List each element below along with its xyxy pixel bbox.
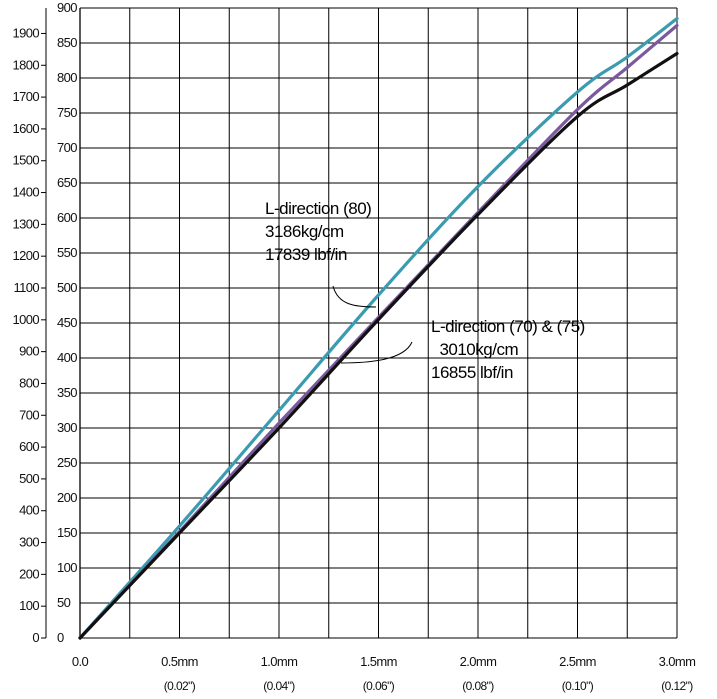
inner-tick-label: 800: [57, 70, 77, 85]
inner-tick-label: 750: [57, 105, 77, 120]
outer-tick-label: 400: [19, 503, 39, 518]
x-tick-label: 1.0mm: [261, 654, 298, 669]
inner-tick-label: 250: [57, 455, 77, 470]
inner-tick-label: 650: [57, 175, 77, 190]
inner-tick-label: 50: [57, 595, 71, 610]
axes: [41, 8, 47, 639]
x-tick-label: 0.5mm: [161, 654, 198, 669]
x-tick-sublabel: (0.04"): [263, 679, 295, 693]
x-tick-label: 2.0mm: [460, 654, 497, 669]
outer-tick-label: 1900: [12, 25, 39, 40]
outer-tick-label: 300: [19, 535, 39, 550]
x-tick-sublabel: (0.02"): [164, 679, 196, 693]
inner-tick-label: 400: [57, 350, 77, 365]
outer-tick-label: 1600: [12, 121, 39, 136]
annotation-1: L-direction (70) & (75) 3010kg/cm 16855 l…: [431, 317, 585, 382]
x-tick-label: 2.5mm: [559, 654, 596, 669]
inner-tick-label: 150: [57, 525, 77, 540]
inner-tick-label: 700: [57, 140, 77, 155]
annotation-line: 3186kg/cm: [265, 222, 344, 241]
x-tick-label: 3.0mm: [659, 654, 696, 669]
inner-tick-label: 350: [57, 385, 77, 400]
outer-tick-label: 1300: [12, 216, 39, 231]
annotations: L-direction (80) 3186kg/cm 17839 lbf/inL-d…: [265, 199, 585, 382]
inner-tick-label: 300: [57, 420, 77, 435]
series-line-0: [78, 16, 679, 640]
outer-tick-label: 800: [19, 375, 39, 390]
x-tick-sublabel: (0.10"): [562, 679, 594, 693]
series-line-2: [78, 51, 679, 640]
outer-tick-label: 500: [19, 471, 39, 486]
outer-tick-label: 1100: [13, 280, 39, 295]
annotation-line: L-direction (80): [265, 199, 371, 218]
outer-tick-label: 1400: [12, 185, 39, 200]
inner-tick-label: 500: [57, 280, 77, 295]
inner-tick-label: 850: [57, 35, 77, 50]
tick-labels: 0100200300400500600700800900100011001200…: [12, 0, 695, 693]
series-lines: [78, 16, 679, 640]
outer-tick-label: 600: [19, 439, 39, 454]
annotation-line: L-direction (70) & (75): [431, 317, 585, 336]
inner-tick-label: 0: [57, 630, 64, 645]
x-tick-label: 1.5mm: [360, 654, 397, 669]
x-tick-sublabel: (0.12"): [661, 679, 693, 693]
outer-tick-label: 1000: [12, 312, 39, 327]
x-tick-sublabel: (0.06"): [363, 679, 395, 693]
annotation-line: 17839 lbf/in: [265, 245, 347, 264]
outer-tick-label: 1700: [12, 89, 39, 104]
x-tick-label: 0.0: [72, 654, 89, 669]
inner-tick-label: 900: [57, 0, 77, 15]
outer-tick-label: 200: [19, 566, 39, 581]
outer-tick-label: 1800: [12, 57, 39, 72]
outer-tick-label: 1500: [12, 153, 39, 168]
inner-tick-label: 200: [57, 490, 77, 505]
inner-tick-label: 100: [57, 560, 77, 575]
annotation-0: L-direction (80) 3186kg/cm 17839 lbf/in: [265, 199, 371, 264]
outer-tick-label: 1200: [12, 248, 39, 263]
inner-tick-label: 600: [57, 210, 77, 225]
outer-tick-label: 100: [19, 598, 39, 613]
outer-tick-label: 0: [32, 630, 39, 645]
x-tick-sublabel: (0.08"): [462, 679, 494, 693]
grid: [79, 7, 678, 639]
annotation-leader-0: [332, 285, 377, 308]
outer-tick-label: 900: [19, 344, 39, 359]
annotation-line: 3010kg/cm: [431, 340, 518, 359]
outer-tick-label: 700: [19, 407, 39, 422]
inner-tick-label: 550: [57, 245, 77, 260]
annotation-line: 16855 lbf/in: [431, 363, 513, 382]
inner-tick-label: 450: [57, 315, 77, 330]
annotation-leader-1: [340, 341, 413, 364]
